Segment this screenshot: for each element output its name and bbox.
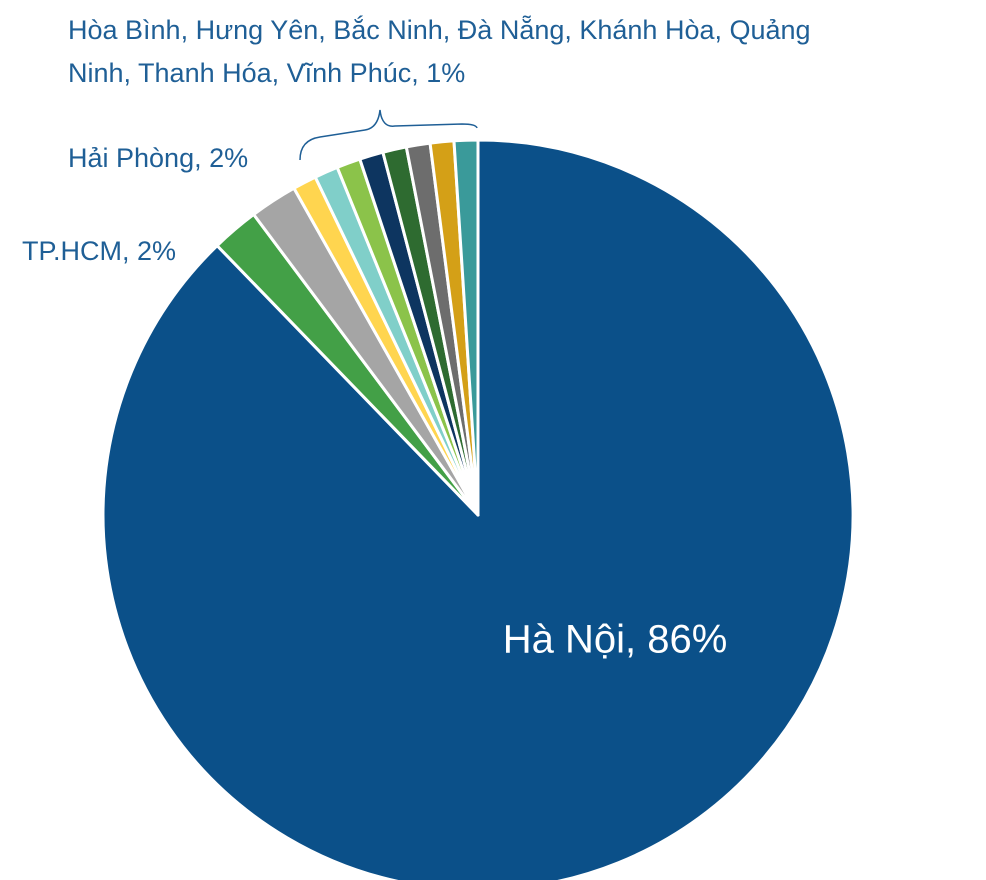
group-brace [299, 109, 478, 161]
data-label: Hải Phòng, 2% [68, 143, 248, 173]
group-label: Hòa Bình, Hưng Yên, Bắc Ninh, Đà Nẵng, K… [68, 14, 811, 45]
group-label: Ninh, Thanh Hóa, Vĩnh Phúc, 1% [68, 58, 465, 88]
data-label: Hà Nội, 86% [503, 618, 728, 662]
pie [101, 138, 855, 880]
pie-slice [101, 138, 855, 880]
pie-slice [452, 138, 480, 517]
data-label: TP.HCM, 2% [22, 236, 176, 266]
